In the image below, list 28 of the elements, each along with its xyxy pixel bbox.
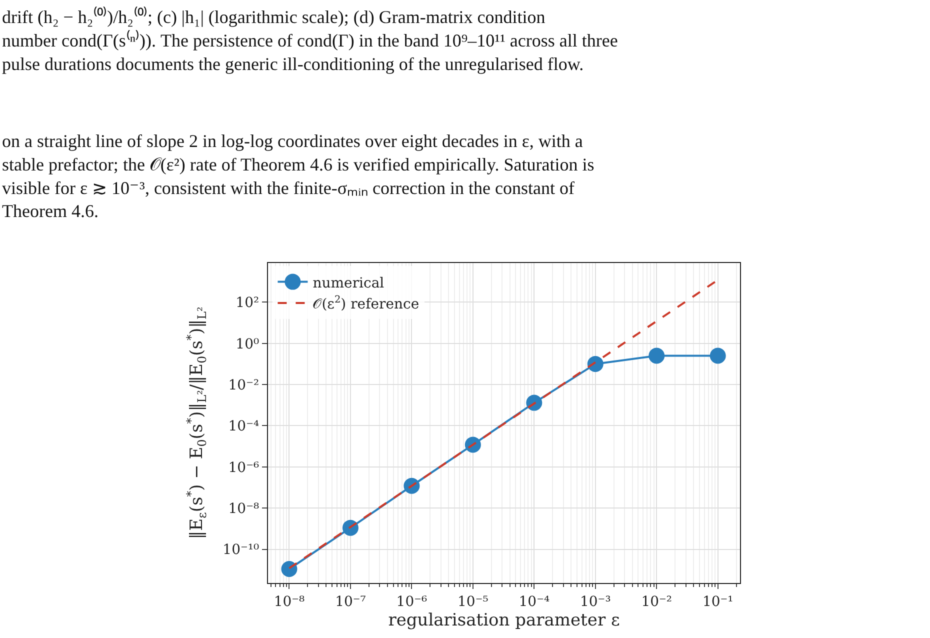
x-tick-label: 10⁻³ (580, 594, 611, 610)
x-axis-title: regularisation parameter ε (388, 610, 620, 630)
x-tick-label: 10⁻⁴ (518, 594, 550, 610)
text: on a straight line of slope 2 in log-log coordinates over eight decades in ε, with a stable prefactor; the 𝒪(ε²) rate of Theorem 4.6 is verified empirically. Saturation is visible for ε ≳ 10⁻³, consistent with the finite-σₘᵢₙ correction in the constant of Theorem 4.6. (2, 131, 594, 222)
x-tick-label: 10⁻² (641, 594, 672, 610)
x-tick-label: 10⁻⁵ (458, 594, 489, 610)
y-tick-label: 10⁻⁶ (228, 460, 260, 476)
y-tick-label: 10⁻¹⁰ (222, 542, 260, 558)
point (587, 356, 604, 372)
x-tick-label: 10⁻⁷ (335, 594, 366, 610)
x-tick-label: 10⁻¹ (702, 594, 734, 610)
y-tick-label: 10⁻⁴ (228, 418, 260, 435)
y-tick-label: 10⁻² (228, 377, 260, 394)
y-tick-label: 10² (236, 295, 260, 312)
text: drift (h₂ − h₂⁽⁰⁾)/h₂⁽⁰⁾; (c) |h₁| (logarithmic scale); (d) Gram-matrix condition number cond(Γ(s⁽ⁿ⁾)). The persistence of cond(Γ) in the band 10⁹–10¹¹ across all three pulse durations documents the generic ill-conditioning of the unregularised flow. (2, 6, 618, 74)
point (648, 348, 665, 364)
point (710, 348, 726, 364)
x-tick-label: 10⁻⁶ (396, 594, 428, 610)
point (464, 436, 481, 453)
legend-label: 𝒪(ε$^{2}$) reference (312, 294, 420, 312)
point (404, 478, 420, 494)
y-tick-label: 10⁻⁸ (228, 500, 260, 517)
y-tick-label: 10⁰ (236, 336, 260, 352)
point (281, 561, 298, 578)
legend-label: numerical (312, 275, 385, 292)
point (526, 394, 542, 411)
point (342, 520, 358, 536)
x-tick-label: 10⁻⁸ (274, 594, 306, 610)
